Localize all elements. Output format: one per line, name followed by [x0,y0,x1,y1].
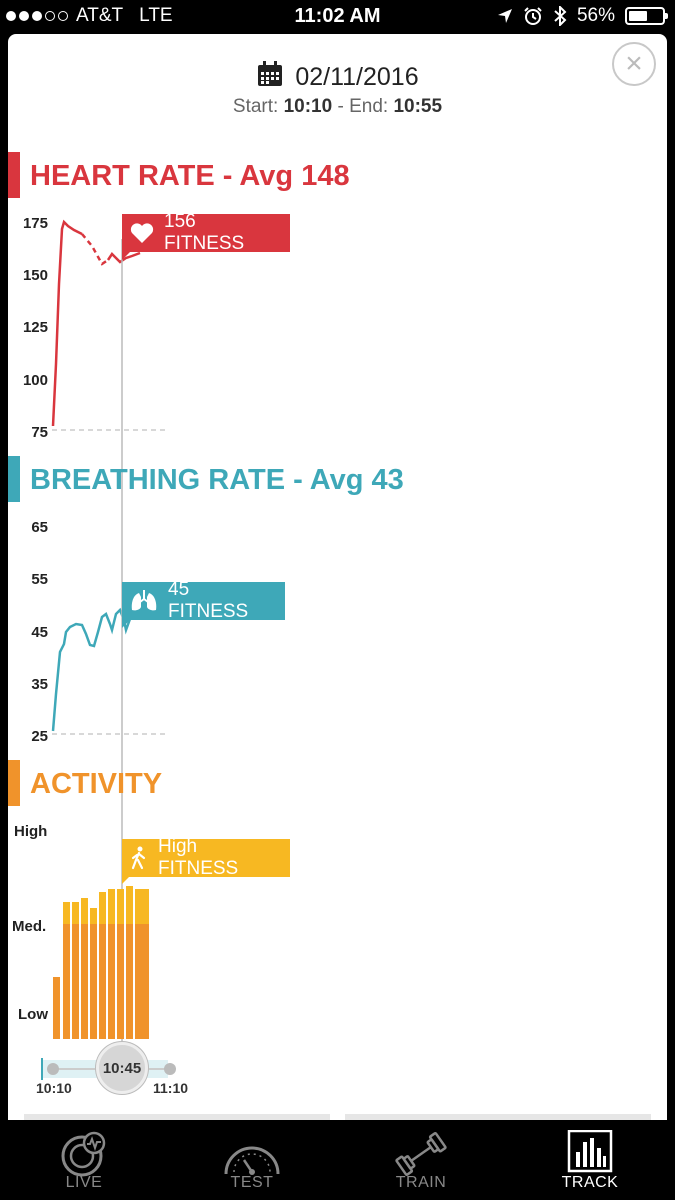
heart-tick-label: 75 [31,424,48,441]
dumbbell-icon [395,1132,447,1176]
activity-callout: High FITNESS [122,836,290,879]
breathing-rate-callout: 45 FITNESS [122,579,285,622]
session-date: 02/11/2016 [8,60,667,92]
activity-bar-top [72,902,79,924]
battery-icon [625,7,668,25]
breathing-tick-label: 35 [31,676,48,693]
next-card-edge [345,1114,651,1120]
activity-bar-top [135,889,142,924]
heart-rate-title: HEART RATE - Avg 148 [30,160,350,192]
activity-bars [53,886,149,1039]
activity-level-label: Low [18,1006,48,1023]
battery-percent: 56% [576,5,615,26]
tab-train-label: TRAIN [395,1174,447,1191]
heart-rate-accent-bar [8,152,20,198]
activity-bar-top [142,889,149,924]
heart-rate-dashed-segment [81,233,109,266]
tab-train[interactable]: TRAIN [341,1120,501,1200]
activity-bar-top [81,898,88,924]
activity-bar [99,924,106,1039]
heart-rate-line-end [106,251,141,264]
signal-icon [6,11,68,21]
end-time: 10:55 [393,96,443,117]
activity-bar-top [90,908,97,924]
tab-test[interactable]: TEST [172,1120,332,1200]
time-slider-knob[interactable]: 10:45 [96,1042,148,1094]
heart-tick-label: 100 [22,372,48,389]
end-label: End: [349,96,389,117]
activity-bar [126,924,133,1039]
carrier-label: AT&T [76,5,124,26]
network-label: LTE [139,5,173,26]
tab-track[interactable]: TRACK [510,1120,670,1200]
bluetooth-icon [554,6,567,26]
breathing-accent-bar [8,456,20,502]
activity-title: ACTIVITY [30,768,163,800]
breathing-tick-label: 65 [31,519,48,536]
activity-callout-text: High FITNESS [158,836,239,879]
heart-tick-label: 125 [22,319,48,336]
activity-bar-top [126,886,133,924]
slider-start-time: 10:10 [36,1080,72,1096]
lungs-icon [130,589,158,613]
session-detail-card: 02/11/2016 Start: 10:10 - End: 10:55 × H… [8,34,667,1120]
date-text: 02/11/2016 [295,63,419,91]
heart-callout-pointer [122,250,132,260]
activity-bar [53,977,60,1039]
breathing-rate-title: BREATHING RATE - Avg 43 [30,464,404,496]
breathing-callout-text: 45 FITNESS [168,579,249,622]
activity-bar [117,924,124,1039]
close-button[interactable]: × [612,42,656,86]
breathing-callout-pointer [122,618,132,628]
heart-rate-line [51,219,83,427]
activity-bar [142,924,149,1039]
activity-accent-bar [8,760,20,806]
slider-start-handle [47,1063,59,1075]
live-icon [61,1131,106,1177]
activity-bar [135,924,142,1039]
breathing-tick-label: 45 [31,624,48,641]
session-time-range: Start: 10:10 - End: 10:55 [232,96,443,117]
breathing-tick-label: 25 [31,728,48,745]
activity-bar [81,924,88,1039]
slider-end-handle [164,1063,176,1075]
tab-live[interactable]: LIVE [4,1120,164,1200]
breathing-tick-label: 55 [31,571,48,588]
activity-bar [108,924,115,1039]
tab-test-label: TEST [230,1174,274,1191]
heart-rate-chart [41,219,176,1080]
slider-current-time: 10:45 [102,1059,142,1077]
bar-chart-icon [567,1130,613,1173]
heart-callout-text: 156 FITNESS [164,211,245,254]
status-bar: AT&T LTE 11:02 AM 56% [0,0,675,34]
activity-bar-top [108,889,115,924]
breathing-rate-line [51,607,143,732]
clock: 11:02 AM [294,5,381,27]
activity-bar-top [99,892,106,924]
activity-level-label: High [14,823,48,840]
walking-icon [130,846,148,870]
heart-icon [130,222,154,244]
activity-bar [72,924,79,1039]
heart-tick-label: 175 [22,215,48,232]
activity-bar-top [117,889,124,924]
close-icon: × [625,47,643,80]
activity-bar [90,924,97,1039]
alarm-icon [524,7,542,25]
activity-level-label: Med. [12,918,47,935]
activity-bar [63,924,70,1039]
slider-end-time: 11:10 [153,1080,189,1096]
tab-bar: LIVE TEST TRAIN [0,1120,675,1200]
start-label: Start: [232,96,279,117]
heart-tick-label: 150 [22,267,48,284]
heart-rate-callout: 156 FITNESS [122,211,290,254]
tab-live-label: LIVE [65,1174,103,1191]
gauge-icon [224,1146,280,1175]
start-time: 10:10 [283,96,333,117]
calendar-icon [258,61,283,86]
tab-track-label: TRACK [561,1174,619,1191]
next-card-edge [24,1114,330,1120]
activity-bar-top [63,902,70,924]
location-arrow-icon [497,9,512,23]
